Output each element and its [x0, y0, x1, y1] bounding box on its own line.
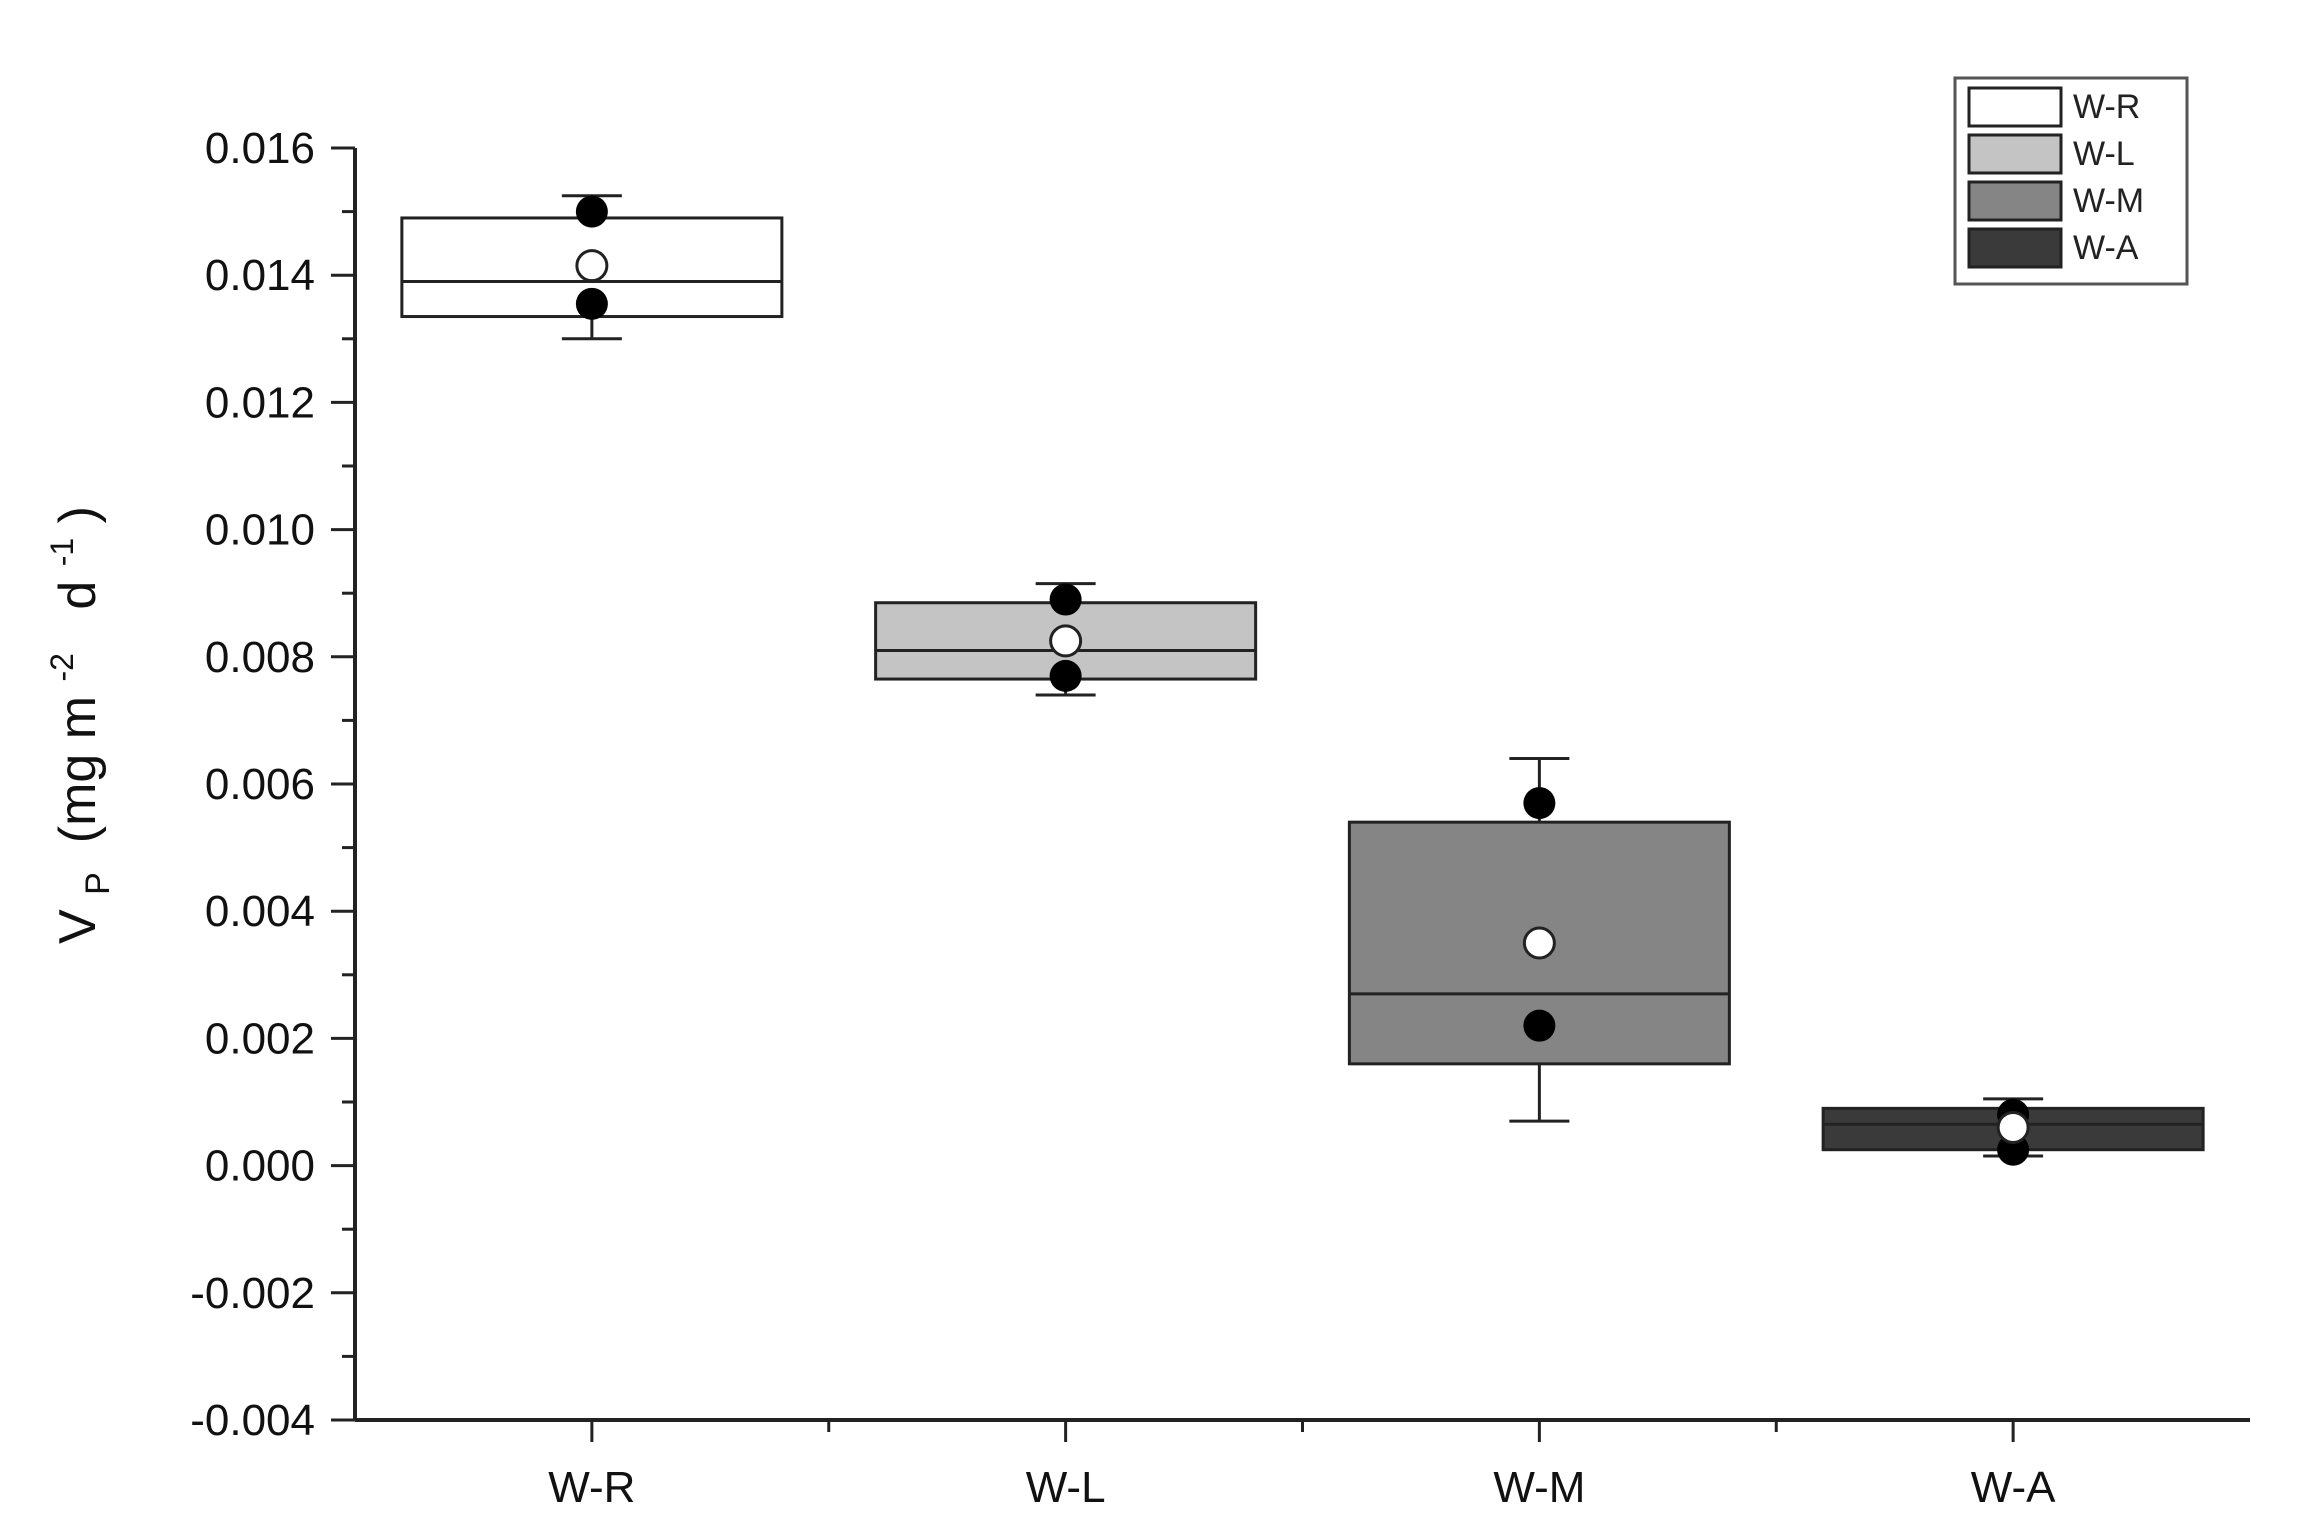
y-tick-label: 0.004 — [205, 887, 315, 936]
y-axis-unit-prefix: (mg m — [49, 696, 107, 858]
x-tick-label: W-L — [1026, 1463, 1106, 1512]
y-tick-label: 0.002 — [205, 1014, 315, 1063]
legend-label: W-L — [2073, 135, 2135, 173]
legend-swatch — [1967, 180, 2063, 222]
y-axis-unit-suffix: ) — [49, 506, 107, 523]
mean-marker — [1522, 926, 1556, 960]
mean-marker — [1996, 1110, 2030, 1144]
legend-swatch — [1967, 227, 2063, 269]
legend-label: W-R — [2073, 88, 2140, 126]
y-axis-var: V — [49, 909, 107, 944]
data-point — [1049, 659, 1082, 692]
box-group-w-r — [400, 194, 784, 341]
data-point — [575, 195, 608, 228]
y-tick-label: 0.012 — [205, 378, 315, 427]
y-tick-label: 0.014 — [205, 251, 315, 300]
y-tick-label: -0.004 — [190, 1396, 315, 1445]
box-group-w-a — [1821, 1097, 2205, 1166]
box-series — [400, 194, 2205, 1166]
y-tick-label: -0.002 — [190, 1269, 315, 1318]
x-tick-label: W-M — [1493, 1463, 1585, 1512]
legend-swatch — [1967, 86, 2063, 128]
y-axis-title-text: V P (mg m -2 d -1 ) — [27, 506, 121, 944]
y-tick-label: 0.000 — [205, 1142, 315, 1191]
legend: W-R W-L W-M W-A — [1953, 76, 2189, 286]
axes: 0.016 0.014 0.012 0.010 0.008 0.006 0.004 0.002… — [190, 124, 2250, 1512]
box-group-w-l — [874, 582, 1258, 697]
legend-label: W-A — [2073, 229, 2139, 267]
mean-marker — [1049, 624, 1083, 658]
x-tick-label: W-A — [1971, 1463, 2056, 1512]
box-group-w-m — [1347, 757, 1731, 1123]
data-point — [1523, 1009, 1556, 1042]
mean-marker — [575, 249, 609, 283]
x-tick-label: W-R — [548, 1463, 635, 1512]
y-tick-label: 0.010 — [205, 506, 315, 555]
y-axis-unit-exp1: -2 — [44, 653, 80, 681]
data-point — [1049, 583, 1082, 616]
y-axis-unit-mid: d — [49, 581, 107, 639]
data-point — [1523, 787, 1556, 820]
y-tick-label: 0.008 — [205, 633, 315, 682]
y-tick-label: 0.006 — [205, 760, 315, 809]
legend-swatch — [1967, 133, 2063, 175]
y-tick-label: 0.016 — [205, 124, 315, 173]
y-axis-unit-exp2: -1 — [44, 538, 80, 566]
y-axis-title: V P (mg m -2 d -1 ) — [27, 506, 121, 944]
legend-label: W-M — [2073, 182, 2144, 220]
y-axis-var-subscript: P — [79, 872, 117, 895]
data-point — [575, 287, 608, 320]
